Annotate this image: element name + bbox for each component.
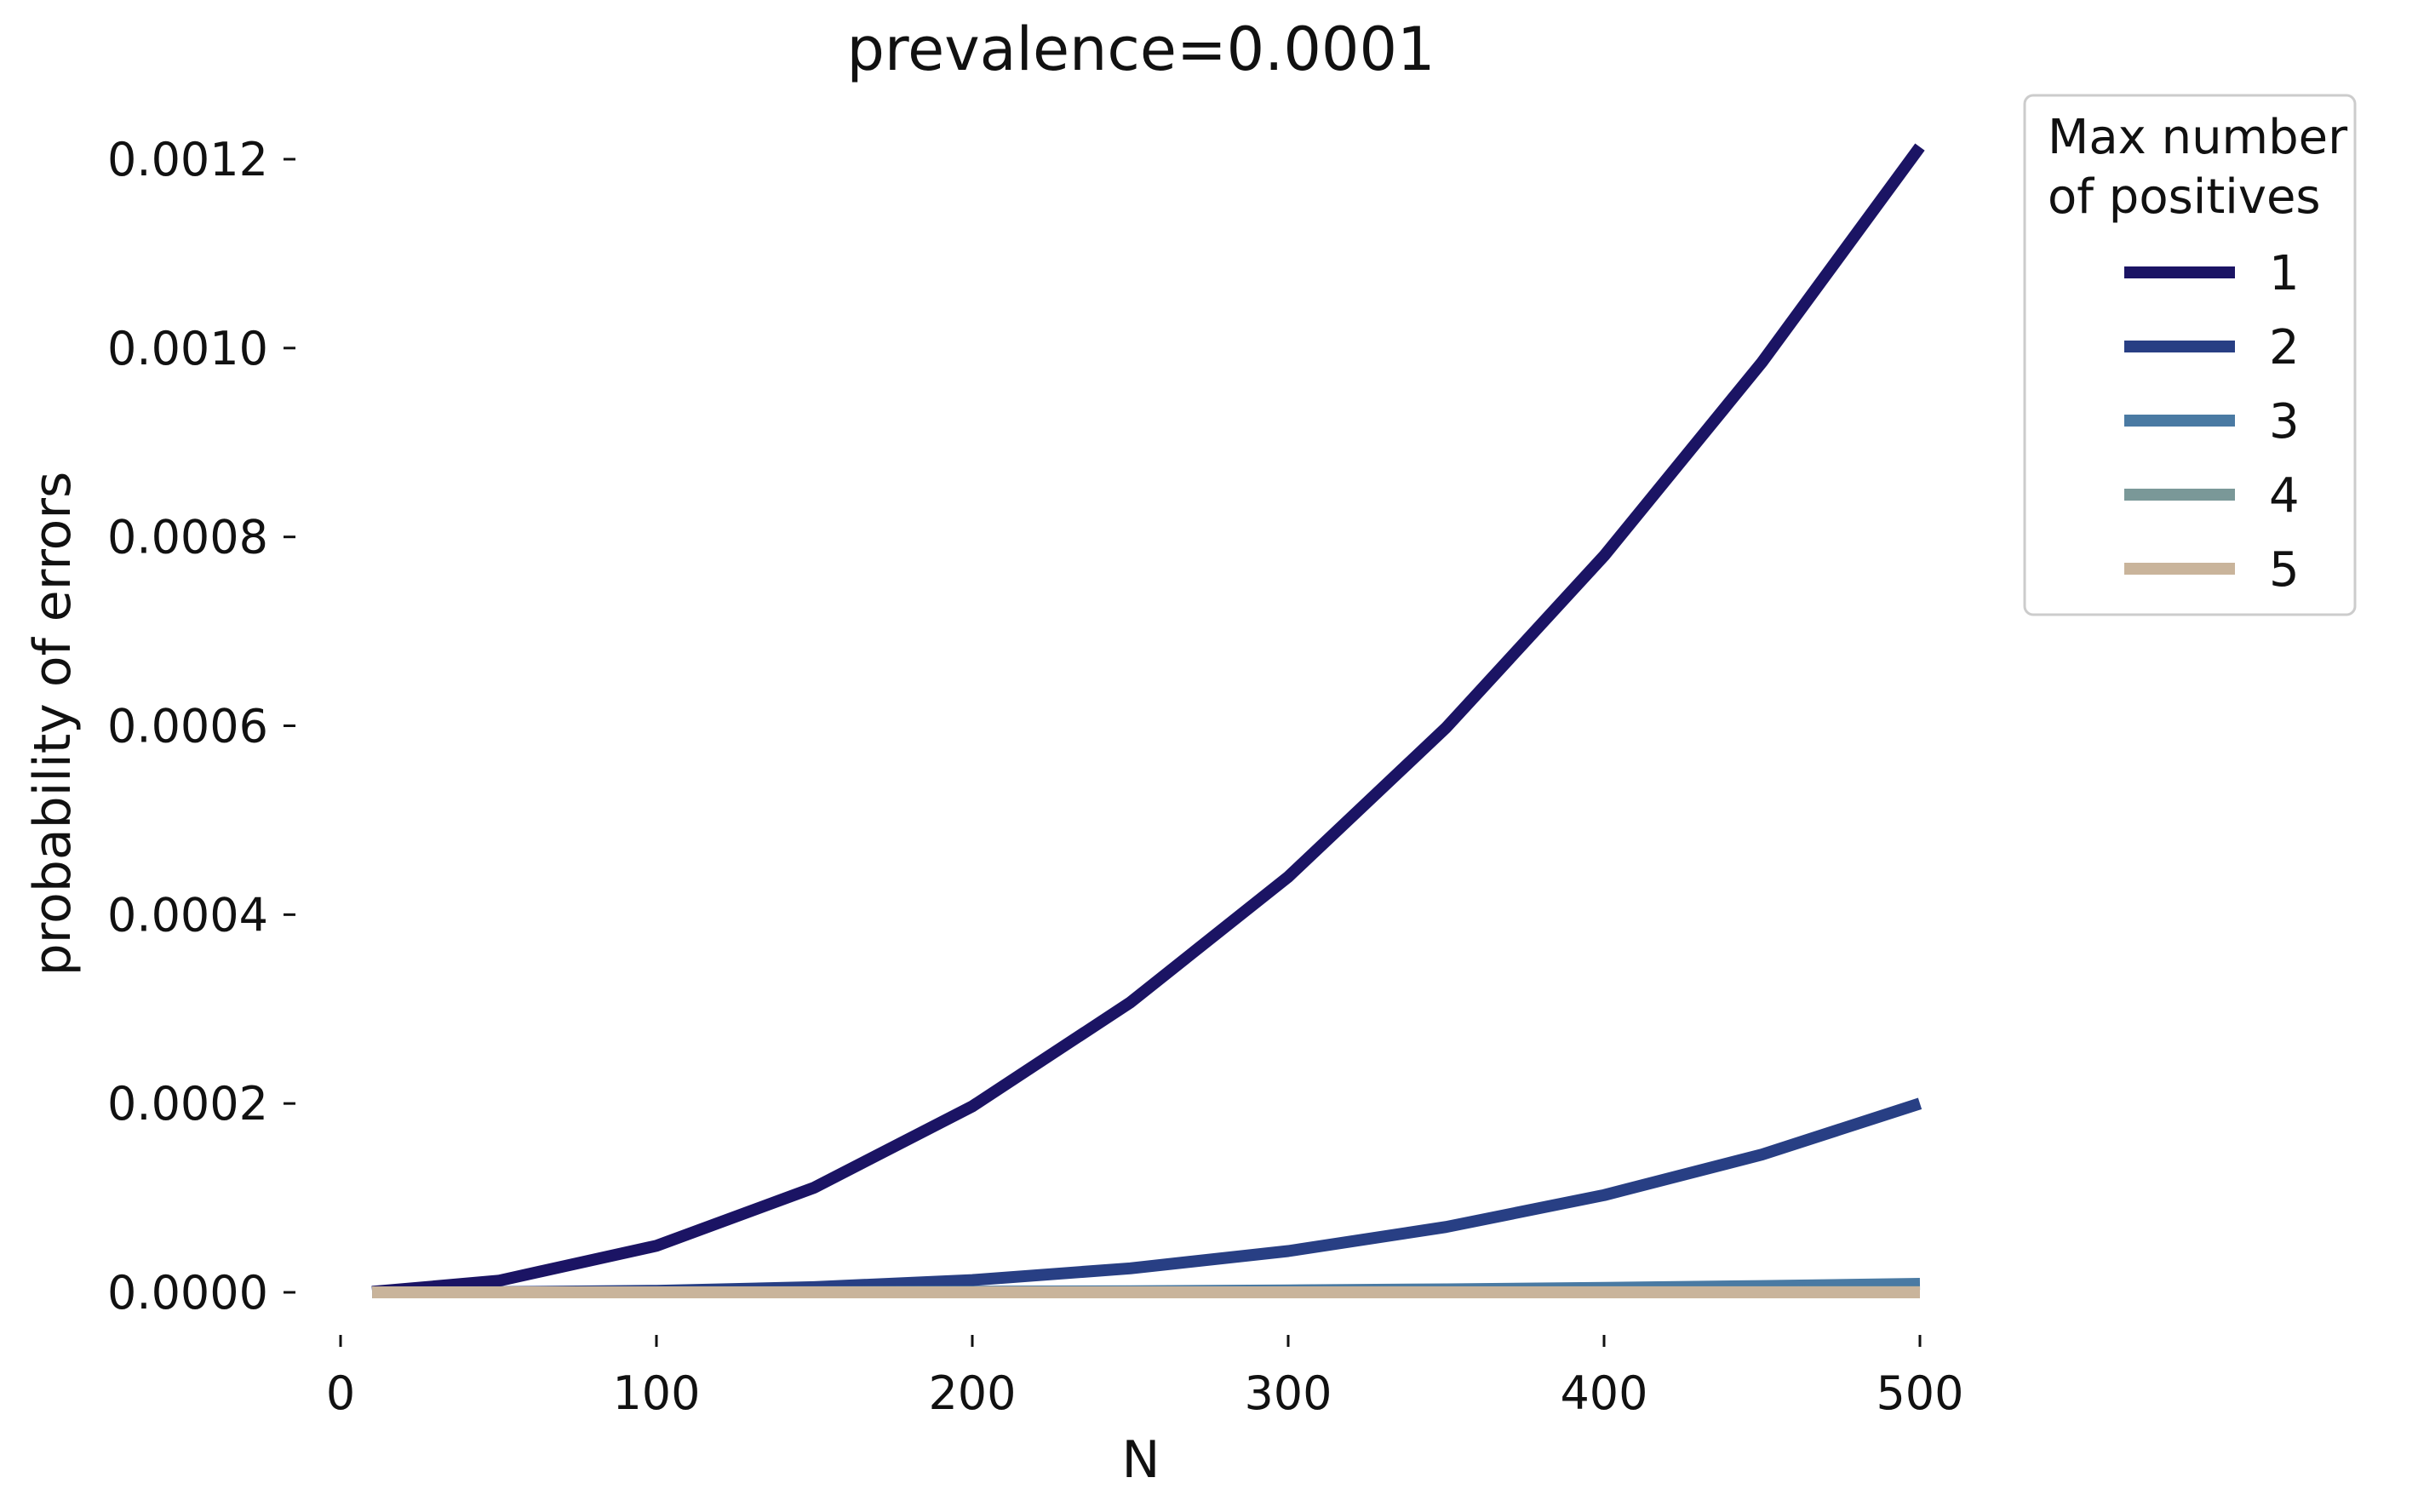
x-tick-label: 100 [612,1366,700,1420]
y-tick-label: 0.0008 [107,511,268,564]
x-tick-label: 300 [1244,1366,1332,1420]
y-tick-label: 0.0010 [107,322,268,375]
y-tick-label: 0.0000 [107,1266,268,1320]
y-axis-label: probability of errors [23,472,83,976]
x-tick-label: 0 [326,1366,355,1420]
legend-title-line1: Max number [2048,110,2348,165]
chart-title: prevalence=0.0001 [846,14,1435,84]
y-tick-label: 0.0012 [107,133,268,186]
y-tick-label: 0.0006 [107,700,268,753]
legend-label-2: 2 [2269,320,2300,375]
x-tick-label: 200 [928,1366,1016,1420]
legend-entries: 1 2 3 4 5 [2124,246,2300,598]
x-axis-label: N [1122,1430,1160,1490]
series-line-1 [371,143,1925,1298]
y-tick-label: 0.0004 [107,888,268,942]
x-axis: 0 100 200 300 400 500 [326,1335,1964,1420]
y-tick-label: 0.0002 [107,1077,268,1131]
legend-label-3: 3 [2269,394,2300,450]
series-line-2 [372,1097,1922,1298]
legend-label-5: 5 [2269,542,2300,598]
legend-title-line2: of positives [2048,169,2321,225]
x-tick-label: 500 [1876,1366,1963,1420]
legend-label-1: 1 [2269,246,2300,301]
legend-label-4: 4 [2269,468,2300,524]
legend: Max number of positives 1 2 3 4 5 [2023,94,2357,616]
series-group [371,143,1925,1298]
y-axis: 0.0000 0.0002 0.0004 0.0006 0.0008 0.0010 0.00… [107,133,295,1320]
legend-frame [2023,94,2357,616]
x-tick-label: 400 [1560,1366,1647,1420]
